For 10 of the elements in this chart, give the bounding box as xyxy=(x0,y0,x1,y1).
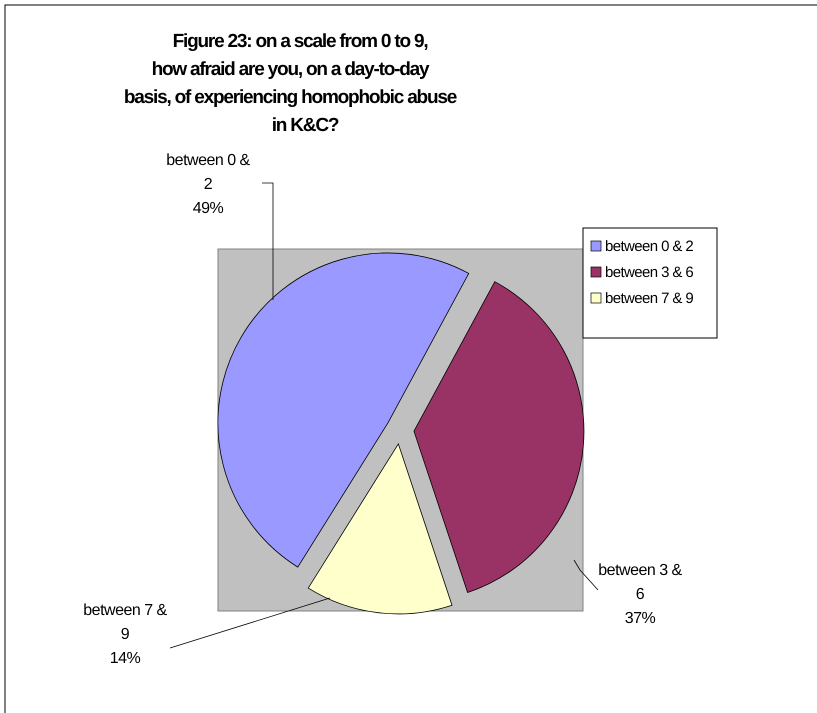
category-label: between 3 & 6 xyxy=(605,264,694,281)
slice-label: between 7 & 9 xyxy=(83,602,168,643)
legend-label: between 3 & 6 xyxy=(598,562,683,603)
data-label: 37% xyxy=(624,610,656,627)
legend-label: between 0 & 2 xyxy=(605,238,694,255)
chart-title: Figure 23: on a scale from 0 to 9, how afraid are you, on a day-to-day basis, of experiencing homophobic abuse in K&C? xyxy=(124,31,457,136)
slice-label: between 0 & 2 xyxy=(166,152,251,193)
data-label: 49% xyxy=(192,200,224,217)
data-label: 14% xyxy=(110,650,141,667)
legend-label: between 7 & 9 xyxy=(605,290,694,307)
